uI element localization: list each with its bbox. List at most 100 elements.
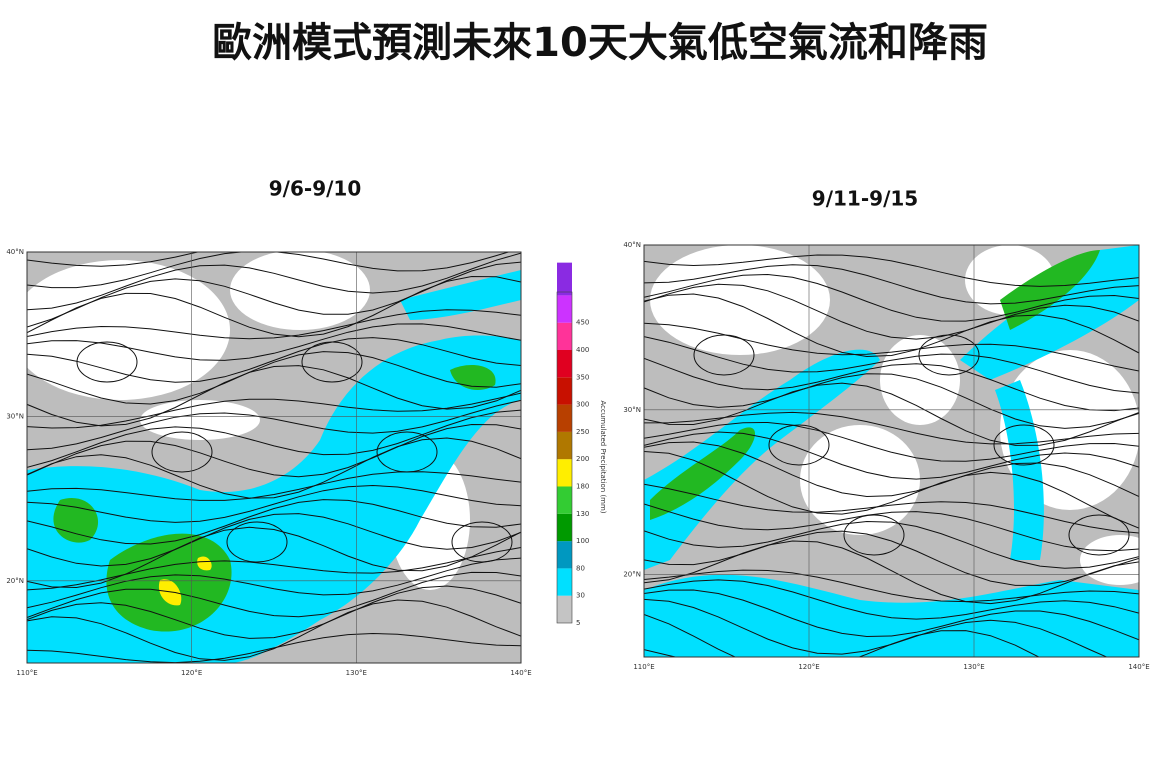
lon-label: 110°E (633, 663, 654, 671)
streamline (27, 275, 521, 338)
streamline (27, 323, 521, 361)
streamline (644, 283, 1139, 340)
streamline (376, 431, 438, 473)
streamline (843, 514, 905, 556)
streamline (644, 451, 1139, 529)
streamline (27, 437, 521, 499)
streamline (644, 530, 1139, 586)
streamline (644, 589, 1139, 641)
lon-label: 120°E (181, 669, 202, 677)
colorbar-label: 80 (576, 564, 585, 572)
streamline (27, 337, 521, 383)
streamline (644, 614, 1040, 657)
streamline (27, 409, 521, 468)
colorbar-label: 180 (576, 483, 589, 491)
streamline (644, 293, 1139, 358)
colorbar-swatch (557, 459, 572, 487)
map (644, 245, 1139, 657)
streamline (644, 411, 1139, 445)
streamline (27, 585, 521, 639)
rain-area (644, 245, 1139, 657)
colorbar-label: 250 (576, 428, 589, 436)
rain-area (644, 349, 880, 570)
map-frame (643, 244, 1140, 658)
streamline (27, 365, 521, 427)
lon-label: 140°E (1128, 663, 1149, 671)
colorbar-label: 100 (576, 537, 589, 545)
colorbar-label: 350 (576, 373, 589, 381)
streamline (27, 309, 521, 340)
streamline (76, 341, 138, 383)
map-frame (26, 251, 522, 664)
streamline (226, 521, 288, 563)
streamline (768, 424, 830, 466)
streamline (27, 632, 521, 663)
streamline (644, 520, 1139, 569)
streamline (993, 424, 1055, 466)
streamline (644, 357, 1139, 412)
heavy-rain-area (450, 365, 496, 390)
lon-label: 120°E (798, 663, 819, 671)
map-panel: 9/11-9/15 40°N 30°N 20°N 110°E 120°E 130°E 140°… (623, 187, 1149, 672)
lat-label: 20°N (6, 577, 24, 585)
streamline (644, 579, 1139, 620)
streamline (27, 557, 521, 609)
lat-label: 40°N (623, 241, 641, 249)
streamline (27, 471, 521, 501)
lon-label: 140°E (510, 669, 531, 677)
colorbar-swatch (557, 377, 572, 405)
colorbar-swatch (557, 568, 572, 596)
colorbar-swatch (557, 541, 572, 569)
streamline (644, 421, 1139, 462)
colorbar-label: 450 (576, 319, 589, 327)
streamline (644, 264, 1139, 305)
streamline (644, 336, 1139, 394)
colorbar-label: 130 (576, 510, 589, 518)
colorbar-label: 200 (576, 455, 589, 463)
colorbar-swatch (557, 404, 572, 432)
heavy-rain-area (650, 427, 755, 520)
colorbar-swatch (557, 486, 572, 514)
rain-area (400, 270, 521, 320)
colorbar-swatch (557, 595, 572, 623)
dry-area (800, 425, 920, 535)
streamline (27, 351, 521, 405)
dry-area (140, 400, 260, 440)
streamline (644, 431, 1139, 480)
colorbar-label: 400 (576, 346, 589, 354)
streamline (27, 571, 521, 618)
streamline (27, 423, 521, 478)
slide-title: 歐洲模式預測未來10天大氣低空氣流和降雨 (212, 20, 988, 66)
streamline (693, 334, 755, 376)
dry-area (230, 252, 370, 330)
streamline (644, 373, 1139, 429)
colorbar-swatch (557, 295, 572, 323)
colorbar-swatch (557, 322, 572, 350)
lat-label: 20°N (623, 571, 641, 579)
streamline (27, 547, 521, 591)
streamline (644, 503, 1139, 552)
streamline (27, 526, 521, 589)
map-panel: 9/6-9/10 40°N 30°N 20°N 110°E 120°E 130°E 140°E (6, 177, 531, 678)
lon-label: 110°E (16, 669, 37, 677)
streamline (644, 254, 1139, 287)
lon-label: 130°E (963, 663, 984, 671)
streamline (644, 441, 1139, 498)
colorbar-swatch (557, 513, 572, 542)
colorbar: 5 30 80 100 130 180 200 250 300 350 400 450 Accumula… (556, 262, 607, 627)
streamline (27, 484, 521, 523)
streamline (644, 273, 1139, 322)
streamline (151, 431, 213, 473)
streamline (27, 392, 521, 429)
colorbar-swatch (557, 431, 572, 460)
colorbar-frame (556, 291, 573, 624)
streamline (27, 499, 521, 545)
panel-period: 9/6-9/10 (269, 177, 362, 201)
streamline (27, 252, 200, 267)
colorbar-swatch (557, 350, 572, 378)
streamline (27, 252, 521, 311)
lat-label: 40°N (6, 248, 24, 256)
streamline (918, 334, 980, 376)
lon-label: 130°E (346, 669, 367, 677)
